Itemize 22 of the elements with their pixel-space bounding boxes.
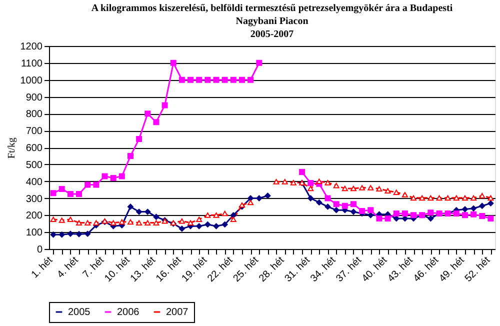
y-axis-title: Ft/kg: [6, 137, 18, 159]
y-tick-label: 0: [36, 244, 43, 256]
y-tick-label: 500: [26, 160, 43, 171]
y-tick-label: 900: [26, 92, 43, 104]
y-tick-label: 800: [26, 109, 43, 120]
y-tick-label: 200: [26, 210, 43, 222]
y-tick-label: 300: [26, 194, 43, 205]
legend-label: 2007: [166, 307, 189, 318]
y-tick-label: 700: [26, 126, 43, 138]
x-tick-label: 52. hét: [463, 254, 493, 284]
x-tick-label: 1. hét: [30, 254, 56, 280]
chart-subtitle: 2005-2007: [250, 29, 294, 40]
legend-label: 2006: [117, 307, 140, 318]
y-tick-label: 600: [26, 143, 43, 154]
x-tick-label: 4. hét: [55, 254, 81, 280]
y-tick-label: 1000: [20, 75, 43, 86]
chart-title: A kilogrammos kiszerelésű, belföldi termesztésű petrezselyemgyökér ára a Budapesti Nagybani Piacon: [91, 3, 453, 27]
y-tick-label: 1200: [20, 42, 43, 52]
legend-label: 2005: [68, 307, 91, 318]
y-tick-label: 100: [26, 228, 43, 239]
y-tick-label: 400: [26, 176, 43, 188]
y-tick-label: 1100: [20, 58, 43, 70]
